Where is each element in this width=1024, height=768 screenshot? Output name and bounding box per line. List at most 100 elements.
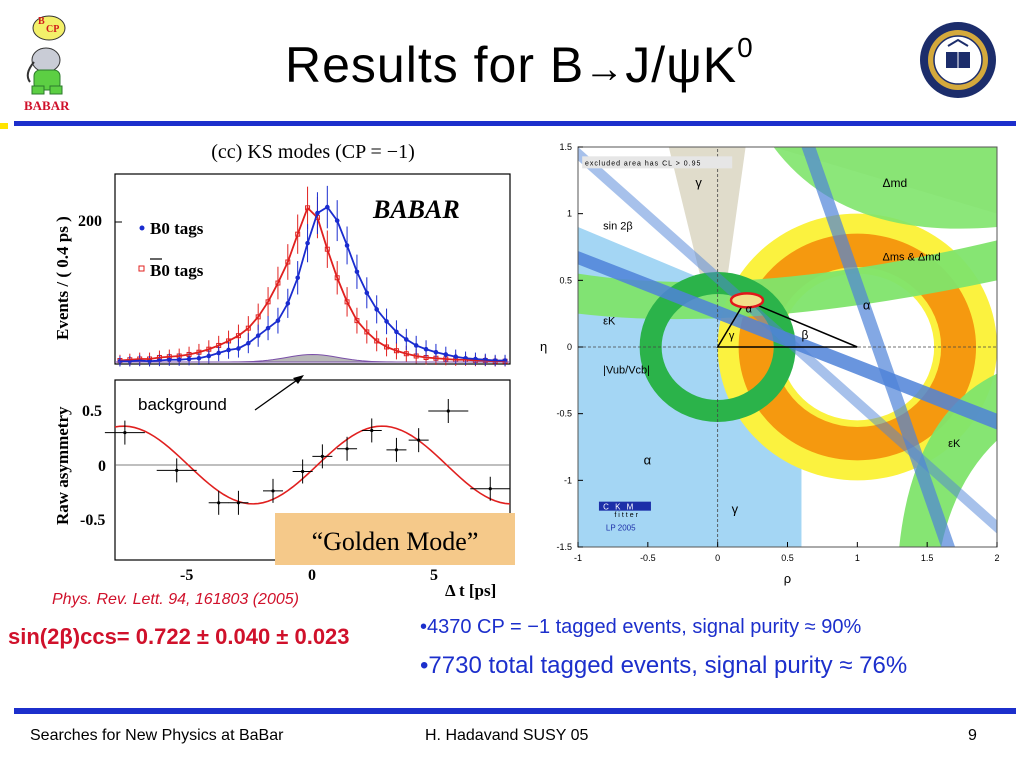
data-point-b0bar [364, 329, 370, 335]
title-jpsi: J/ψK [625, 37, 738, 93]
sin2beta-band-2 [578, 147, 997, 534]
bullet-total-events: •7730 total tagged events, signal purity… [420, 652, 908, 679]
title-sup: 0 [737, 32, 754, 63]
y-tick-label: 0.5 [559, 275, 572, 285]
ckm-chart: -1 -0.5 0 0.5 1 1.5 2 1.5 1 0.5 0 -0.5 -1 -1.5 exclud… [530, 130, 1010, 605]
y-tick-0-5: 0.5 [82, 403, 102, 420]
alpha-label-bottom: α [644, 452, 652, 467]
asymmetry-point [320, 454, 324, 458]
babar-wordmark: BABAR [372, 195, 460, 224]
background-label: background [138, 395, 227, 414]
x-tick-label: 2 [994, 553, 999, 563]
asymmetry-point [123, 431, 127, 435]
data-point-b0bar [235, 333, 241, 339]
fit-curve-b0bar [119, 206, 506, 363]
epsk-label-left: εK [603, 315, 616, 327]
y-tick-label: 1 [567, 209, 572, 219]
golden-mode-label: “Golden Mode” [312, 527, 479, 556]
ckm-fitter-text: fitter [614, 512, 640, 519]
ckm-lp-text: LP 2005 [606, 523, 636, 532]
delta-t-svg: (cc) KS modes (CP = −1) Events / ( 0.4 p… [53, 141, 515, 600]
asymmetry-point [175, 468, 179, 472]
y-tick-200: 200 [78, 213, 102, 230]
excluded-label: excluded area has CL > 0.95 [585, 160, 701, 167]
asymmetry-point [417, 438, 421, 442]
apex-ellipse [729, 292, 765, 309]
footer-title: Searches for New Physics at BaBar [30, 727, 284, 744]
legend-b0-marker [139, 225, 145, 231]
legend-b0bar-marker [138, 265, 145, 272]
data-point-b0bar [374, 338, 380, 344]
page-number: 9 [968, 727, 977, 744]
background-arrow [254, 377, 301, 411]
unitarity-triangle [716, 299, 858, 348]
data-point-b0bar [265, 299, 271, 305]
asymmetry-point [236, 501, 241, 505]
legend-b0bar-label: B0 tags [150, 261, 204, 280]
svg-text:CP: CP [46, 24, 59, 35]
ckm-logo-text: C K M [603, 503, 635, 512]
y-tick-label: 0 [567, 342, 572, 352]
ckm-logo-box [598, 501, 651, 511]
dmd-label: Δmd [882, 176, 907, 190]
reference[interactable]: Phys. Rev. Lett. 94, 161803 (2005) [52, 591, 299, 608]
asymmetry-point [446, 409, 450, 413]
title-main: Results for B [285, 37, 585, 93]
footer-author: H. Hadavand SUSY 05 [425, 727, 589, 744]
fit-curve-b0 [119, 205, 506, 363]
background-shape [115, 353, 510, 363]
y-axis-label-top: Events / ( 0.4 ps ) [53, 216, 72, 340]
asymmetry-point [394, 448, 399, 452]
eta-axis-label: η [540, 339, 547, 354]
chart-title: (cc) KS modes (CP = −1) [211, 141, 414, 163]
data-point-b0bar [354, 318, 360, 324]
y-tick-label: -0.5 [556, 409, 572, 419]
golden-mode-box [275, 513, 515, 565]
asymmetry-point [345, 447, 349, 451]
x-axis-label: Δ t [ps] [445, 581, 496, 600]
bottom-rule [14, 708, 1016, 714]
x-tick-label: 1.5 [921, 553, 934, 563]
alpha-label-right: α [863, 298, 871, 313]
gamma-label-top: γ [695, 175, 702, 190]
top-panel-frame [114, 173, 511, 365]
epsk-band-top [773, 147, 997, 229]
logo-text: BABAR [24, 98, 70, 113]
excluded-banner [582, 156, 733, 169]
seal-icon [920, 22, 996, 98]
x-tick-label: 0 [715, 553, 720, 563]
gamma-label-bottom: γ [732, 502, 739, 517]
x-tick-label: -1 [574, 553, 582, 563]
x-tick-5: 5 [430, 567, 438, 584]
vub-label: |Vub/Vcb| [603, 365, 650, 377]
asymmetry-fit [114, 425, 511, 505]
rho-axis-label: ρ [784, 571, 791, 586]
gamma-excluded-top [668, 147, 746, 347]
top-rule [14, 121, 1016, 126]
beta-label: β [801, 328, 808, 342]
y-tick-0: 0 [98, 458, 106, 475]
x-tick-label: 1 [855, 553, 860, 563]
sin2beta-result: sin(2β)ccs= 0.722 ± 0.040 ± 0.023 [8, 624, 350, 649]
delta-t-chart: (cc) KS modes (CP = −1) Events / ( 0.4 p… [50, 130, 520, 605]
babar-logo: B CP BABAR [16, 8, 82, 116]
asymmetry-point [488, 487, 492, 491]
university-seal [918, 20, 998, 105]
asymmetry-point [217, 501, 221, 505]
data-point-b0bar [245, 325, 251, 331]
data-point-b0bar [255, 314, 261, 320]
x-tick-label: -0.5 [640, 553, 656, 563]
x-tick-0: 0 [308, 567, 316, 584]
title-arrow: → [584, 47, 626, 91]
epsk-label-right: εK [948, 438, 961, 450]
svg-text:B: B [38, 16, 45, 27]
legend-b0-label: B0 tags [150, 219, 204, 238]
bullet-cp-events: •4370 CP = −1 tagged events, signal puri… [420, 616, 862, 638]
dms-label: Δms & Δmd [882, 251, 940, 263]
ckm-svg: -1 -0.5 0 0.5 1 1.5 21.510.50-0.5-1-1.5 exclud… [540, 142, 1000, 586]
y-tick-label: -1 [564, 475, 572, 485]
y-tick-minus-0-5: -0.5 [80, 512, 105, 529]
asymmetry-point [301, 469, 305, 474]
x-tick-minus-5: -5 [180, 567, 193, 584]
y-tick-label: -1.5 [556, 542, 572, 552]
